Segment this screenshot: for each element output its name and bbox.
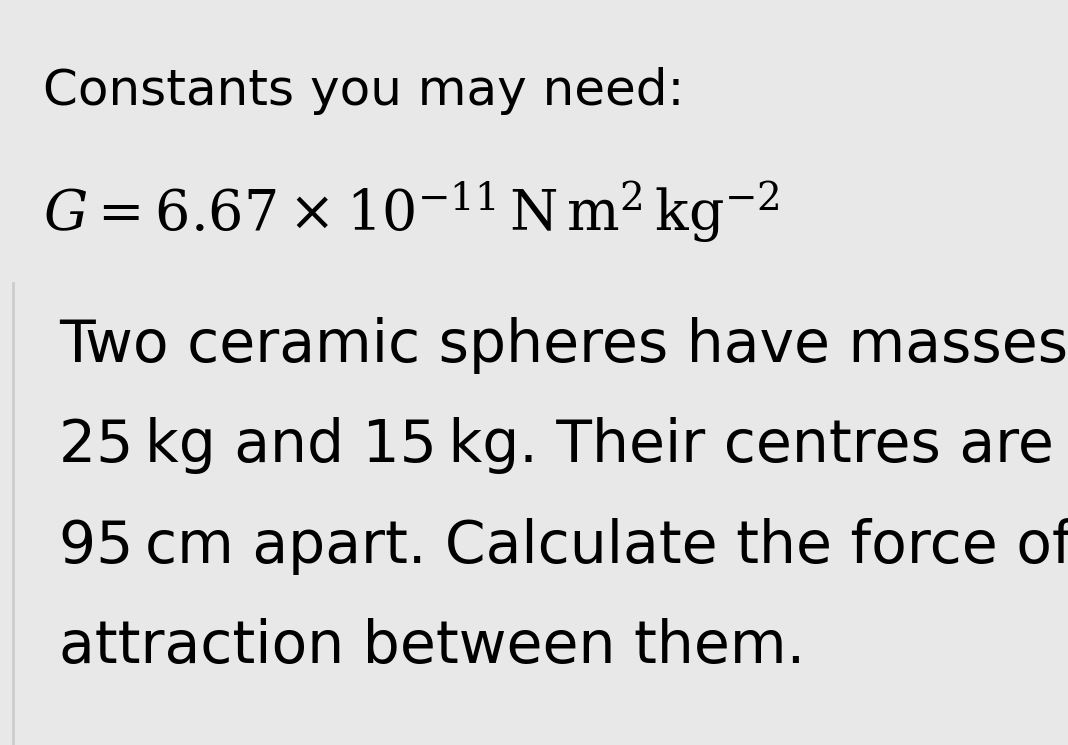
Text: Constants you may need:: Constants you may need: <box>43 67 685 115</box>
Text: 95 cm apart. Calculate the force of: 95 cm apart. Calculate the force of <box>59 518 1068 575</box>
Text: Two ceramic spheres have masses: Two ceramic spheres have masses <box>59 317 1068 374</box>
Text: $G = 6.67 \times 10^{-11}\,\mathrm{N\,m^{2}\,kg^{-2}}$: $G = 6.67 \times 10^{-11}\,\mathrm{N\,m^… <box>43 179 780 244</box>
Text: attraction between them.: attraction between them. <box>59 618 805 676</box>
Text: 25 kg and 15 kg. Their centres are: 25 kg and 15 kg. Their centres are <box>59 417 1054 475</box>
